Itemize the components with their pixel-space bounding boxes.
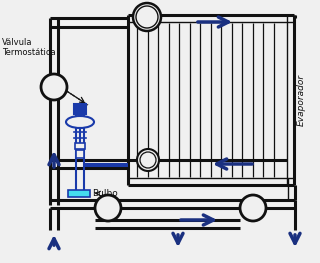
Bar [68, 190, 90, 197]
Circle shape [136, 6, 158, 28]
Circle shape [240, 195, 266, 221]
Circle shape [140, 152, 156, 168]
Circle shape [95, 195, 121, 221]
Circle shape [133, 3, 161, 31]
Text: Válvula
Termostática: Válvula Termostática [2, 38, 56, 57]
Bar [74, 104, 86, 114]
Circle shape [41, 74, 67, 100]
Text: Bulbo: Bulbo [92, 189, 118, 198]
Bar [75, 143, 85, 149]
Text: Evaporador: Evaporador [297, 74, 306, 126]
Circle shape [137, 149, 159, 171]
Bar [76, 150, 84, 158]
Ellipse shape [66, 116, 94, 128]
